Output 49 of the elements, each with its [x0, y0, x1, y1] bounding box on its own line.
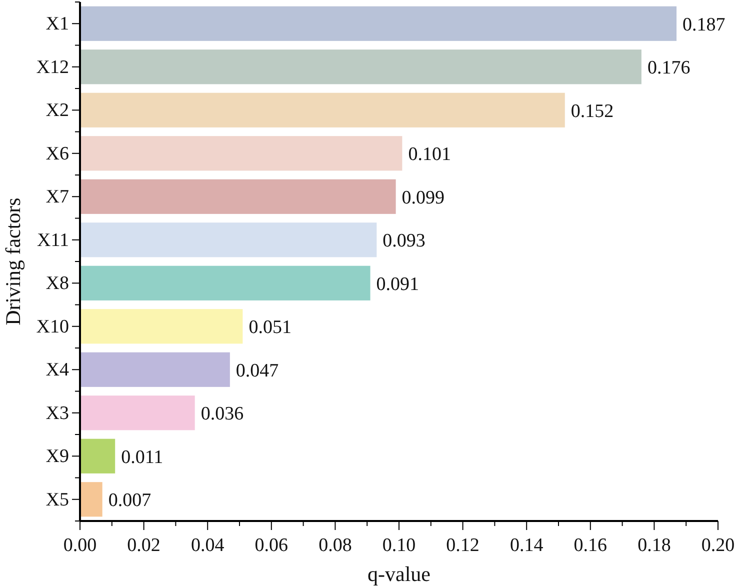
data-label: 0.011	[121, 446, 164, 468]
x-tick-label: 0.12	[446, 534, 480, 556]
data-label: 0.187	[682, 14, 726, 36]
data-label: 0.047	[236, 360, 279, 382]
bar	[80, 482, 102, 517]
y-tick-label: X5	[46, 489, 69, 510]
bar	[80, 352, 230, 387]
bar	[80, 92, 565, 128]
y-tick-label: X7	[46, 186, 69, 208]
x-tick-label: 0.20	[701, 534, 735, 556]
data-label: 0.152	[570, 100, 614, 122]
bar	[80, 438, 116, 474]
data-label: 0.093	[382, 230, 426, 252]
x-tick-label: 0.10	[382, 534, 416, 556]
y-tick-label: X1	[46, 14, 69, 35]
x-tick-label: 0.06	[254, 534, 288, 556]
bar	[80, 222, 377, 258]
bar	[80, 136, 402, 171]
bar	[80, 309, 243, 344]
data-label: 0.101	[408, 144, 451, 166]
data-label: 0.091	[376, 274, 420, 295]
data-label: 0.007	[108, 490, 152, 512]
data-label: 0.051	[248, 317, 292, 338]
bar	[80, 396, 195, 430]
x-axis-title: q-value	[368, 562, 430, 586]
y-tick-label: X10	[36, 316, 69, 338]
bar	[80, 266, 370, 300]
x-tick-label: 0.14	[510, 534, 544, 556]
y-tick-label: X8	[46, 273, 69, 294]
bar	[80, 50, 642, 84]
data-label: 0.099	[402, 187, 445, 208]
y-tick-label: X2	[46, 100, 69, 122]
data-label: 0.176	[647, 58, 690, 79]
y-axis-title: Driving factors	[1, 198, 25, 326]
x-tick-label: 0.08	[318, 534, 352, 556]
x-tick-label: 0.18	[638, 534, 671, 556]
x-tick-label: 0.02	[127, 534, 160, 556]
y-tick-label: X3	[46, 402, 69, 424]
y-tick-label: X6	[46, 143, 69, 164]
y-tick-label: X4	[46, 360, 70, 381]
x-tick-label: 0.16	[574, 534, 608, 556]
y-tick-label: X9	[46, 446, 69, 468]
y-tick-label: X11	[36, 230, 69, 251]
bar	[80, 179, 396, 214]
x-tick-label: 0.00	[63, 534, 97, 556]
data-label: 0.036	[200, 404, 244, 425]
bar	[80, 6, 677, 41]
x-tick-label: 0.04	[190, 534, 225, 556]
y-tick-label: X12	[36, 56, 69, 78]
